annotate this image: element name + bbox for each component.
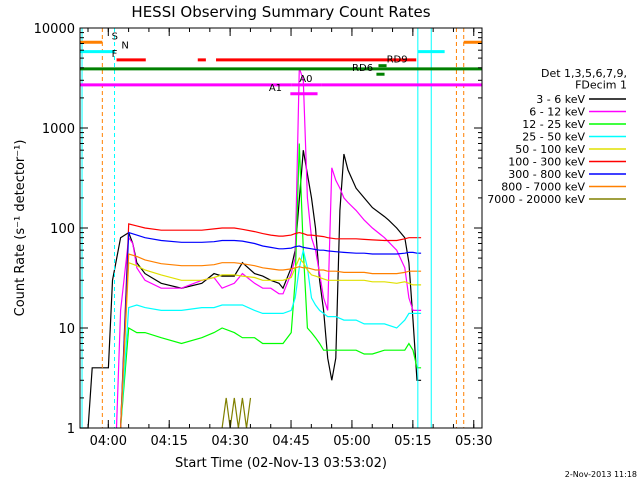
x-tick-label-3: 04:45 (272, 434, 309, 449)
x-axis-label: Start Time (02-Nov-13 03:53:02) (175, 456, 387, 471)
flag-label-1: N (121, 41, 128, 52)
series-line-7 (120, 253, 422, 429)
flag-label-0: S (112, 31, 118, 42)
flag-label-2: F (112, 49, 118, 60)
series-line-8 (221, 397, 252, 429)
series-line-6 (120, 231, 422, 429)
legend-label-6: 300 - 800 keV (508, 168, 585, 181)
chart-title: HESSI Observing Summary Count Rates (131, 3, 430, 21)
y-tick-label-0: 1 (67, 422, 75, 437)
legend-label-7: 800 - 7000 keV (501, 181, 585, 194)
y-tick-label-4: 10000 (34, 22, 75, 37)
series-line-1 (115, 67, 422, 429)
x-tick-label-6: 05:30 (455, 434, 492, 449)
legend-label-5: 100 - 300 keV (508, 156, 585, 169)
x-tick-label-0: 04:00 (90, 434, 127, 449)
legend-label-3: 25 - 50 keV (522, 131, 585, 144)
legend-title-0: Det 1,3,5,6,7,9, (541, 67, 627, 80)
flag-label-7: A0 (299, 74, 312, 85)
plot-marks: SNF RD9 RD6 A0 A1 (80, 28, 482, 429)
flag-label-5: RD6 (352, 63, 373, 74)
series-line-3 (120, 250, 422, 429)
axes: 1 10 100 1000 10000 04:00 04:15 04:30 04:45 05:00… (34, 22, 493, 449)
legend-title-1: FDecim 1 (575, 79, 627, 92)
legend-label-4: 50 - 100 keV (515, 143, 585, 156)
x-tick-label-2: 04:30 (211, 434, 248, 449)
series-line-5 (120, 223, 422, 429)
y-tick-label-2: 100 (50, 222, 75, 237)
series-line-4 (120, 256, 422, 429)
series-line-2 (120, 143, 422, 429)
y-tick-label-3: 1000 (42, 122, 75, 137)
y-tick-label-1: 10 (58, 322, 75, 337)
legend-label-8: 7000 - 20000 keV (487, 193, 585, 206)
legend-label-0: 3 - 6 keV (536, 93, 585, 106)
flag-label-8: A1 (269, 83, 282, 94)
x-tick-label-5: 05:15 (394, 434, 431, 449)
timestamp: 2-Nov-2013 11:18 (565, 470, 637, 479)
y-axis-label: Count Rate (s⁻¹ detector⁻¹) (13, 140, 28, 317)
flag-label-4: RD9 (387, 55, 408, 66)
x-tick-label-1: 04:15 (150, 434, 187, 449)
legend-label-2: 12 - 25 keV (522, 118, 585, 131)
legend-label-1: 6 - 12 keV (529, 106, 585, 119)
series-line-0 (80, 150, 422, 429)
x-tick-label-4: 05:00 (333, 434, 370, 449)
